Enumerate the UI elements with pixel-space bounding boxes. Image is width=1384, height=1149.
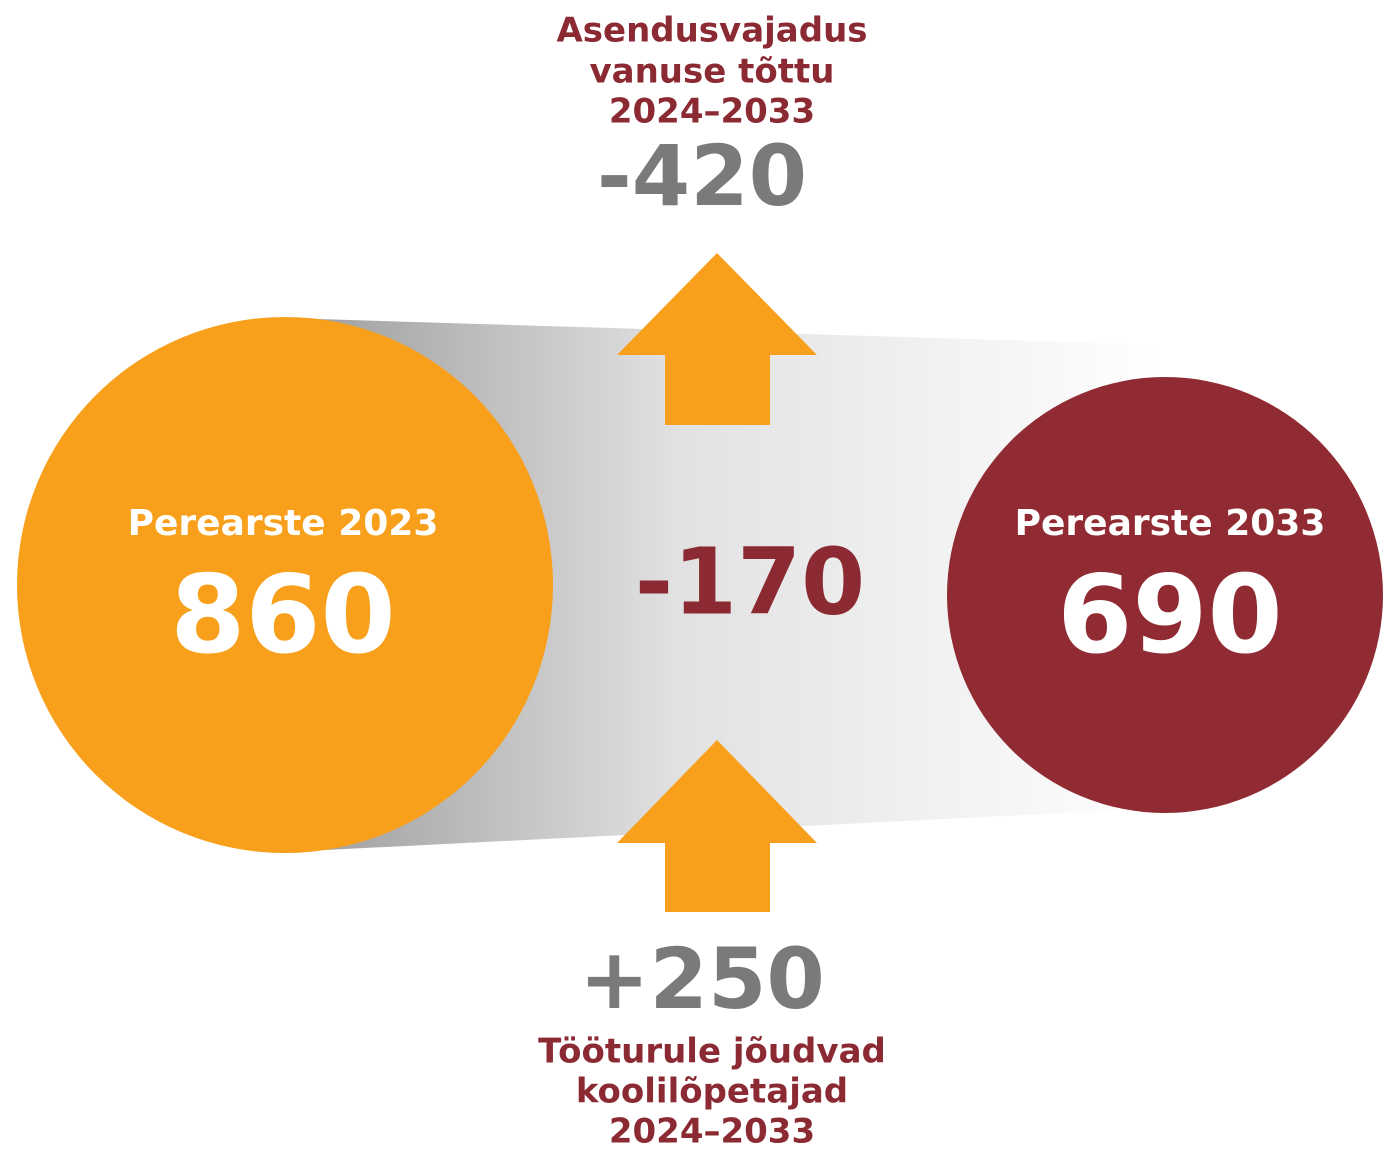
right-value: 690 bbox=[1057, 553, 1282, 678]
top-label: Asendusvajadus bbox=[556, 11, 867, 51]
bottom-label: 2024–2033 bbox=[609, 1112, 815, 1149]
bottom-label: Tööturule jõudvad bbox=[538, 1032, 886, 1072]
bottom-value: +250 bbox=[579, 930, 825, 1028]
left-label: Perearste 2023 bbox=[128, 503, 439, 544]
right-label: Perearste 2033 bbox=[1015, 503, 1326, 544]
arrow-up-top bbox=[617, 253, 817, 425]
left-value: 860 bbox=[170, 553, 395, 678]
top-label: 2024–2033 bbox=[609, 92, 815, 132]
circle-2033 bbox=[947, 377, 1383, 813]
arrow-up-bottom bbox=[617, 740, 817, 912]
top-value: -420 bbox=[597, 127, 807, 225]
bottom-label: koolilõpetajad bbox=[576, 1072, 848, 1112]
center-value: -170 bbox=[635, 528, 865, 635]
circle-2023 bbox=[17, 317, 553, 853]
top-label: vanuse tõttu bbox=[590, 52, 835, 92]
